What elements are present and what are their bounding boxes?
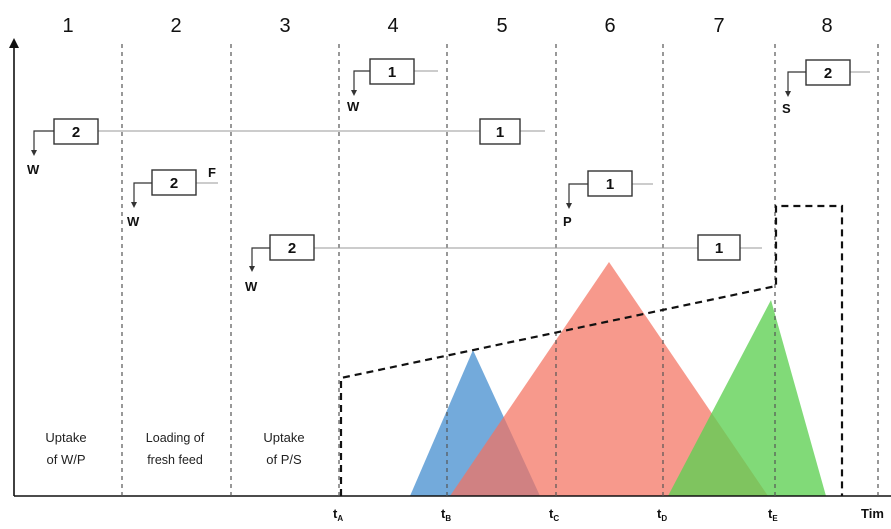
section-number-7: 7: [713, 15, 724, 37]
section-1-description-line-2: of W/P: [46, 452, 85, 467]
row-6-flow: 2 S: [782, 59, 870, 116]
row-6-column: [805, 59, 851, 86]
section-number-2: 2: [170, 15, 181, 37]
row-5-column: [587, 170, 633, 197]
row-2-column: [151, 169, 197, 196]
row-5-flow: 1 P: [563, 170, 653, 229]
row-3-column-b: [697, 234, 741, 261]
section-number-1: 1: [62, 15, 73, 37]
svg-text:1: 1: [606, 176, 614, 193]
section-number-8: 8: [821, 15, 832, 37]
row-3-column-a: [269, 234, 315, 261]
section-1-description-line-1: Uptake: [45, 430, 86, 445]
section-number-6: 6: [604, 15, 615, 37]
row-1-column-b: [479, 118, 521, 145]
red-peak: [450, 262, 768, 496]
section-3-description-line-2: of P/S: [266, 452, 302, 467]
row-4-column: [369, 58, 415, 85]
section-2-description-line-2: fresh feed: [147, 453, 203, 467]
row-1-outlet-label: W: [27, 162, 40, 177]
svg-text:2: 2: [288, 240, 296, 257]
row-5-outlet-label: P: [563, 214, 572, 229]
time-tick-c: tC: [549, 506, 559, 523]
section-number-5: 5: [496, 15, 507, 37]
row-3-outlet-label: W: [245, 279, 258, 294]
y-axis-arrowhead: [9, 38, 19, 48]
dashed-profile-line: [339, 204, 844, 496]
row-1-flow: 2 1 W: [27, 118, 545, 177]
row-2-flow: 2 F W: [127, 165, 218, 229]
green-peak: [668, 300, 826, 496]
row-6-outlet-label: S: [782, 101, 791, 116]
time-tick-b: tB: [441, 506, 451, 523]
section-number-4: 4: [387, 15, 398, 37]
svg-text:1: 1: [715, 240, 723, 257]
section-2-description-line-1: Loading of: [146, 431, 205, 445]
row-3-flow: 2 1 W: [245, 234, 762, 294]
row-4-outlet-label: W: [347, 99, 360, 114]
time-axis-label: Tim: [861, 506, 884, 521]
svg-text:2: 2: [170, 175, 178, 192]
time-tick-d: tD: [657, 506, 667, 523]
row-4-flow: 1 W: [347, 58, 438, 114]
row-2-feed-label: F: [208, 165, 216, 180]
section-3-description-line-1: Uptake: [263, 430, 304, 445]
svg-text:2: 2: [72, 124, 80, 141]
time-tick-e: tE: [768, 506, 778, 523]
svg-text:1: 1: [496, 124, 504, 141]
svg-text:1: 1: [388, 64, 396, 81]
time-tick-a: tA: [333, 506, 343, 523]
svg-text:2: 2: [824, 65, 832, 82]
row-1-column-a: [53, 118, 99, 145]
section-number-3: 3: [279, 15, 290, 37]
row-2-outlet-label: W: [127, 214, 140, 229]
